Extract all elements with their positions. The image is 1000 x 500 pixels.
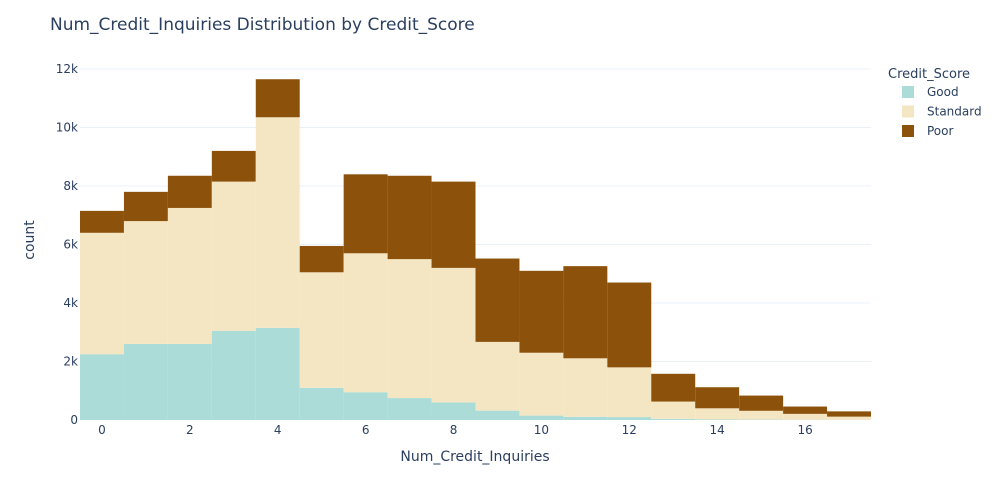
bar-standard[interactable]: [167, 207, 212, 344]
y-tick-label: 2k: [63, 355, 78, 369]
bar-standard[interactable]: [563, 358, 608, 417]
bar-good[interactable]: [299, 387, 344, 420]
bar-good[interactable]: [343, 392, 388, 420]
bars: [80, 79, 871, 420]
bar-standard[interactable]: [123, 221, 168, 344]
chart-title: Num_Credit_Inquiries Distribution by Cre…: [50, 15, 475, 35]
legend-item-good[interactable]: Good: [902, 85, 959, 99]
bar-poor[interactable]: [695, 387, 740, 409]
bar-poor[interactable]: [387, 175, 432, 260]
bar-poor[interactable]: [827, 411, 871, 417]
x-axis-ticks: 0 2 4 6 8 10 12 14 16: [98, 423, 813, 437]
bar-standard[interactable]: [695, 408, 740, 420]
bar-poor[interactable]: [211, 150, 256, 182]
bar-standard[interactable]: [475, 341, 520, 411]
legend-label: Good: [927, 85, 959, 99]
bar-good[interactable]: [519, 415, 564, 420]
bar-poor[interactable]: [167, 175, 212, 208]
bar-standard[interactable]: [783, 413, 828, 420]
bar-standard[interactable]: [387, 259, 432, 399]
bar-good[interactable]: [475, 410, 520, 420]
bar-poor[interactable]: [519, 270, 564, 353]
y-tick-label: 6k: [63, 238, 78, 252]
bar-poor[interactable]: [299, 245, 344, 273]
x-tick-label: 16: [797, 423, 812, 437]
bar-good[interactable]: [255, 327, 300, 420]
legend-item-poor[interactable]: Poor: [902, 124, 953, 138]
x-tick-label: 10: [534, 423, 549, 437]
bar-good[interactable]: [387, 398, 432, 420]
bar-standard[interactable]: [651, 401, 696, 419]
bar-standard[interactable]: [299, 272, 344, 388]
bar-good[interactable]: [607, 417, 652, 420]
bar-standard[interactable]: [343, 253, 388, 393]
bar-poor[interactable]: [475, 258, 520, 342]
bar-standard[interactable]: [255, 117, 300, 328]
bar-good[interactable]: [211, 330, 256, 420]
bar-poor[interactable]: [563, 266, 608, 359]
legend-item-standard[interactable]: Standard: [902, 105, 982, 119]
x-tick-label: 4: [274, 423, 282, 437]
x-tick-label: 8: [450, 423, 458, 437]
legend-swatch: [902, 105, 914, 118]
y-tick-label: 4k: [63, 296, 78, 310]
legend-items: Good Standard Poor: [902, 85, 982, 138]
bar-poor[interactable]: [123, 191, 168, 222]
y-axis-ticks: 0 2k 4k 6k 8k 10k 12k: [56, 62, 78, 427]
legend-label: Poor: [927, 124, 953, 138]
bar-good[interactable]: [431, 402, 476, 420]
bar-standard[interactable]: [519, 352, 564, 416]
legend-swatch: [902, 86, 914, 98]
x-tick-label: 2: [186, 423, 194, 437]
bar-poor[interactable]: [80, 210, 124, 233]
bar-standard[interactable]: [739, 410, 784, 420]
y-tick-label: 12k: [56, 62, 78, 76]
bar-standard[interactable]: [431, 267, 476, 403]
legend-swatch: [902, 125, 914, 137]
bar-good[interactable]: [695, 419, 740, 420]
x-tick-label: 6: [362, 423, 370, 437]
bar-poor[interactable]: [783, 406, 828, 414]
legend: Credit_Score Good Standard Poor: [888, 67, 982, 138]
bar-good[interactable]: [80, 354, 124, 420]
y-tick-label: 10k: [56, 121, 78, 135]
bar-standard[interactable]: [80, 232, 124, 355]
bar-good[interactable]: [167, 343, 212, 420]
bar-good[interactable]: [563, 416, 608, 420]
bar-poor[interactable]: [255, 79, 300, 118]
x-tick-label: 0: [98, 423, 106, 437]
y-tick-label: 8k: [63, 179, 78, 193]
legend-title: Credit_Score: [888, 67, 970, 82]
bar-standard[interactable]: [827, 416, 871, 420]
y-tick-label: 0: [70, 413, 78, 427]
bar-standard[interactable]: [607, 367, 652, 418]
bar-poor[interactable]: [651, 373, 696, 402]
x-axis-title: Num_Credit_Inquiries: [400, 449, 549, 465]
bar-poor[interactable]: [739, 395, 784, 411]
x-tick-label: 14: [710, 423, 725, 437]
bar-poor[interactable]: [431, 181, 476, 268]
bar-good[interactable]: [123, 343, 168, 420]
bar-poor[interactable]: [343, 174, 388, 254]
x-tick-label: 12: [622, 423, 637, 437]
bar-poor[interactable]: [607, 282, 652, 368]
bar-good[interactable]: [651, 418, 696, 420]
y-axis-title: count: [22, 220, 38, 260]
bar-standard[interactable]: [211, 181, 256, 331]
legend-label: Standard: [927, 105, 982, 119]
